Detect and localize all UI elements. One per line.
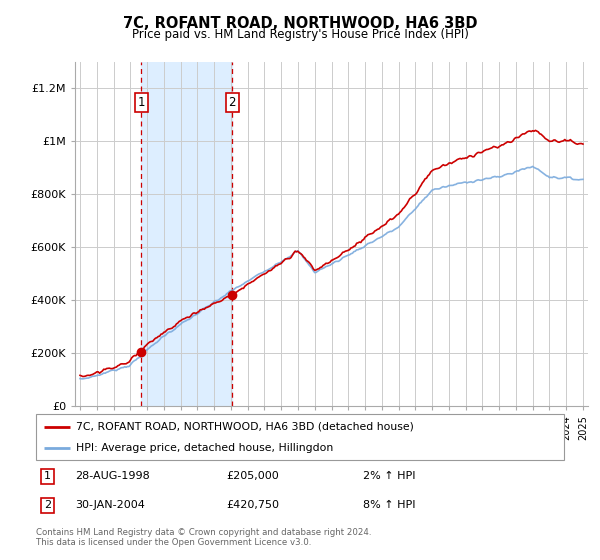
Text: £420,750: £420,750 xyxy=(226,501,279,511)
Text: £205,000: £205,000 xyxy=(226,472,279,482)
Text: HPI: Average price, detached house, Hillingdon: HPI: Average price, detached house, Hill… xyxy=(76,443,333,453)
Text: 30-JAN-2004: 30-JAN-2004 xyxy=(76,501,145,511)
Text: Price paid vs. HM Land Registry's House Price Index (HPI): Price paid vs. HM Land Registry's House … xyxy=(131,28,469,41)
Text: 1: 1 xyxy=(44,472,51,482)
Text: 1: 1 xyxy=(137,96,145,109)
Text: 8% ↑ HPI: 8% ↑ HPI xyxy=(364,501,416,511)
Text: 2% ↑ HPI: 2% ↑ HPI xyxy=(364,472,416,482)
Text: 7C, ROFANT ROAD, NORTHWOOD, HA6 3BD (detached house): 7C, ROFANT ROAD, NORTHWOOD, HA6 3BD (det… xyxy=(76,422,413,432)
Text: 2: 2 xyxy=(44,501,51,511)
Text: Contains HM Land Registry data © Crown copyright and database right 2024.
This d: Contains HM Land Registry data © Crown c… xyxy=(36,528,371,547)
Text: 28-AUG-1998: 28-AUG-1998 xyxy=(76,472,151,482)
Text: 2: 2 xyxy=(229,96,236,109)
FancyBboxPatch shape xyxy=(36,414,564,460)
Text: 7C, ROFANT ROAD, NORTHWOOD, HA6 3BD: 7C, ROFANT ROAD, NORTHWOOD, HA6 3BD xyxy=(123,16,477,31)
Bar xyxy=(141,62,232,406)
